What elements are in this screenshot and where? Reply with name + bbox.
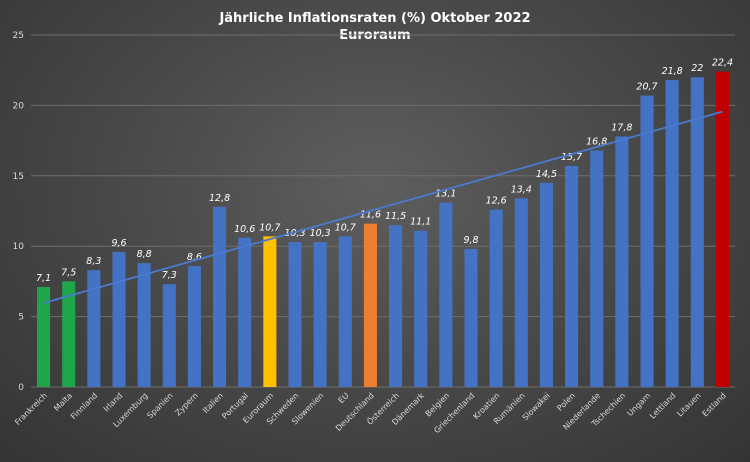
bar — [665, 80, 679, 387]
y-tick-label: 5 — [18, 313, 24, 323]
data-label: 12,6 — [486, 196, 507, 207]
data-label: 12,8 — [209, 193, 230, 204]
bar — [489, 209, 503, 387]
bar — [338, 236, 352, 387]
category-label: Spanien — [145, 391, 174, 420]
category-label: EU — [337, 391, 351, 405]
data-label: 8,3 — [86, 256, 101, 267]
data-label: 22,4 — [712, 58, 733, 69]
category-label: Lettland — [648, 391, 678, 421]
bar — [590, 150, 604, 387]
bar — [615, 136, 629, 387]
category-label: Malta — [52, 391, 74, 413]
bar — [137, 263, 151, 387]
bar — [112, 251, 126, 387]
category-label: Finnland — [69, 391, 99, 421]
data-label: 8,6 — [187, 252, 202, 263]
bar — [514, 198, 528, 387]
y-tick-label: 10 — [13, 242, 25, 252]
data-label: 20,7 — [636, 82, 657, 93]
y-tick-label: 25 — [13, 31, 24, 41]
category-label: Litauen — [675, 391, 702, 418]
category-label: Estland — [701, 391, 728, 418]
bar — [87, 270, 101, 387]
y-tick-label: 20 — [13, 101, 25, 111]
bar — [690, 77, 704, 388]
y-tick-label: 15 — [13, 172, 24, 182]
data-label: 10,7 — [335, 222, 356, 233]
data-label: 10,3 — [284, 228, 305, 239]
bar — [363, 223, 377, 387]
bar — [539, 182, 553, 387]
bar — [213, 206, 227, 387]
data-label: 10,3 — [310, 228, 331, 239]
data-label: 9,6 — [111, 238, 126, 249]
category-label: Italien — [201, 391, 225, 415]
data-label: 7,3 — [162, 270, 177, 281]
category-label: Irland — [102, 391, 125, 414]
data-label: 11,5 — [385, 211, 406, 222]
data-label: 10,7 — [259, 222, 280, 233]
bar — [439, 202, 453, 387]
data-label: 8,8 — [137, 249, 152, 260]
bar — [288, 241, 302, 387]
bar — [263, 236, 277, 387]
data-label: 13,4 — [511, 184, 532, 195]
data-label: 11,1 — [410, 217, 431, 228]
bar — [640, 95, 654, 387]
data-label: 16,8 — [586, 136, 607, 147]
data-label: 15,7 — [561, 152, 582, 163]
bar — [162, 284, 176, 387]
data-label: 10,6 — [234, 224, 255, 235]
bar — [464, 249, 478, 387]
data-label: 11,6 — [360, 210, 381, 221]
bar — [414, 230, 428, 387]
bar — [187, 265, 201, 387]
data-label: 7,1 — [36, 273, 51, 284]
data-label: 14,5 — [536, 169, 557, 180]
chart-title: Jährliche Inflationsraten (%) Oktober 20… — [219, 11, 531, 26]
trendline — [43, 110, 723, 304]
category-label: Polen — [555, 391, 577, 413]
data-label: 13,1 — [435, 189, 456, 200]
data-label: 17,8 — [611, 122, 632, 133]
bar — [62, 281, 76, 387]
category-label: Frankreich — [13, 391, 49, 427]
bar — [565, 165, 579, 387]
data-label: 7,5 — [61, 267, 76, 278]
data-label: 21,8 — [662, 66, 683, 77]
data-label: 22 — [691, 63, 703, 74]
bar — [37, 287, 51, 387]
bar — [389, 225, 403, 387]
y-tick-label: 0 — [18, 383, 24, 393]
data-label: 9,8 — [463, 235, 478, 246]
bar — [238, 237, 252, 387]
category-label: Slowakei — [521, 391, 552, 422]
category-label: Zypern — [173, 391, 199, 417]
bar — [715, 71, 729, 387]
bar — [313, 241, 327, 387]
